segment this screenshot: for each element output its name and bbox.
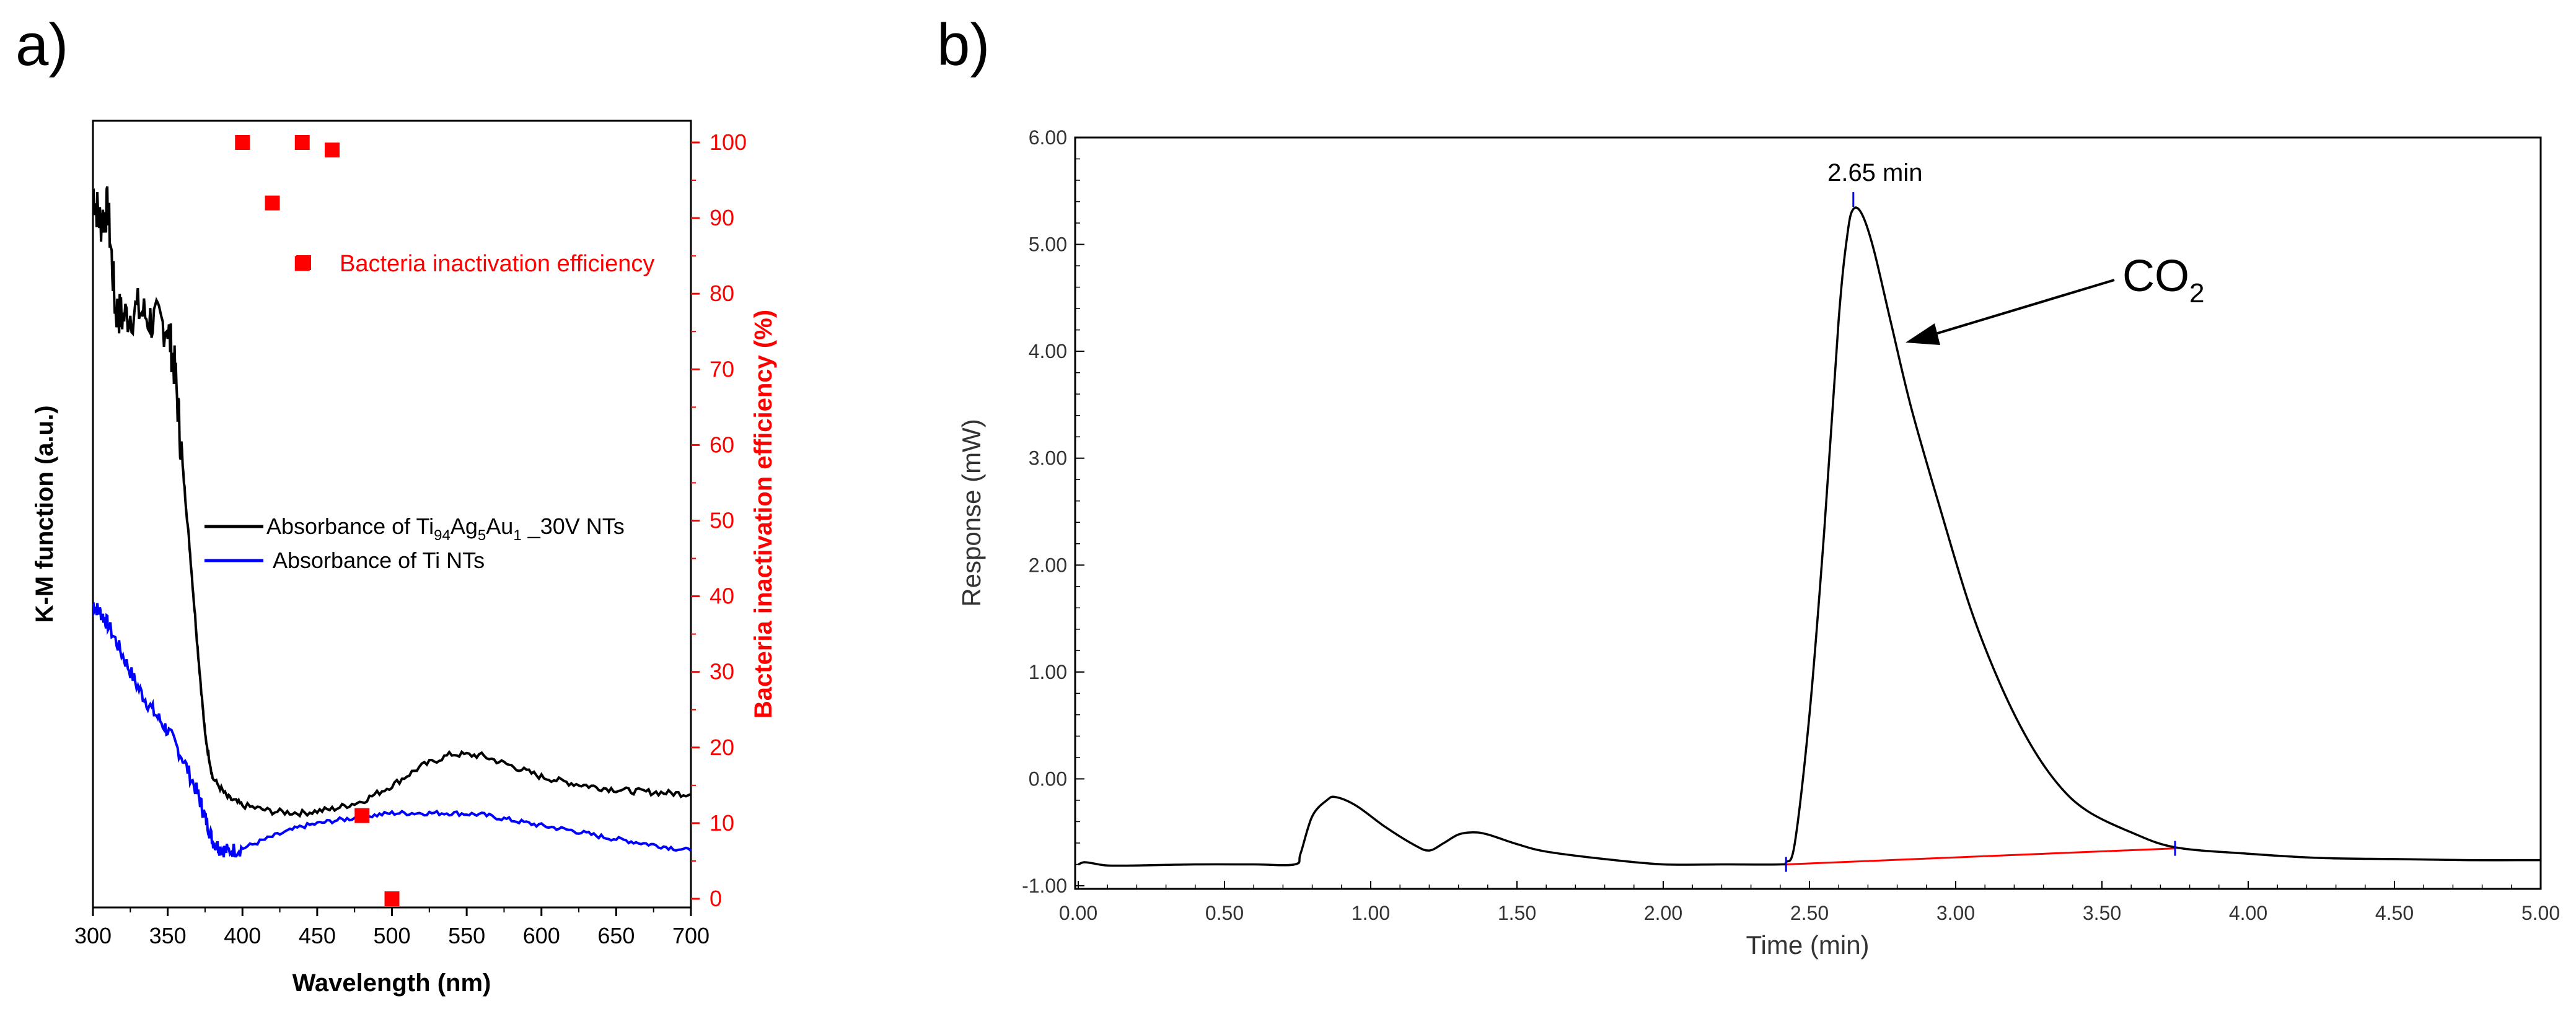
panel-b-baseline <box>1786 847 2176 865</box>
panel-a-scatter-point <box>265 195 280 211</box>
panel-b-x-ticks: 0.00 0.50 1.00 1.50 2.00 2.50 3.00 3.50 4.00 4.50… <box>1059 881 2560 924</box>
co2-arrow-head <box>1906 323 1940 345</box>
panel-a-scatter-point <box>235 135 250 150</box>
panel-b-x-tick-label: 2.00 <box>1644 902 1682 924</box>
panel-a-right-y-tick-label: 70 <box>710 356 734 382</box>
panel-b-co2-annotation: CO2 <box>1906 251 2204 345</box>
panel-a-x-tick-label: 550 <box>448 923 485 948</box>
panel-a-right-y-tick-label: 60 <box>710 432 734 457</box>
panel-a-right-y-tick-label: 10 <box>710 810 734 836</box>
panel-a-scatter-point <box>294 135 310 150</box>
panel-b-x-tick-label: 1.50 <box>1498 902 1536 924</box>
panel-a-legend: Absorbance of Ti94Ag5Au1 _30V NTs Absorb… <box>204 251 654 573</box>
panel-b-x-tick-label: 0.00 <box>1059 902 1097 924</box>
panel-a-x-tick-label: 650 <box>597 923 635 948</box>
panel-b-y-axis-title: Response (mW) <box>957 419 986 606</box>
panel-a-series-ti94ag5au1 <box>92 186 692 818</box>
panel-a-x-tick-label: 300 <box>74 923 112 948</box>
panel-a-x-tick-label: 700 <box>672 923 710 948</box>
panel-a-x-tick-label: 450 <box>299 923 336 948</box>
panel-b: b) 0.00 0.50 1.00 1.50 2.00 2.50 3.00 3.50 4.00 4… <box>937 12 2560 959</box>
panel-a-x-tick-label: 350 <box>149 923 187 948</box>
panel-b-plot-frame <box>1074 136 2542 890</box>
panel-b-y-tick-label: 0.00 <box>1029 767 1067 790</box>
panel-a-scatter-point <box>384 891 400 906</box>
panel-a-right-y-ticks: 0 10 20 30 40 50 60 70 80 90 100 <box>691 129 747 911</box>
panel-b-y-tick-label: 2.00 <box>1029 554 1067 576</box>
panel-a-left-y-axis-title: K-M function (a.u.) <box>31 405 58 623</box>
panel-b-x-tick-label: 2.50 <box>1790 902 1829 924</box>
panel-b-x-tick-label: 5.00 <box>2521 902 2560 924</box>
legend-entry-efficiency: Bacteria inactivation efficiency <box>340 251 654 277</box>
panel-b-y-tick-label: 4.00 <box>1029 340 1067 362</box>
panel-a-right-y-tick-label: 0 <box>710 886 722 911</box>
panel-a-right-y-tick-label: 80 <box>710 281 734 306</box>
panel-a-x-tick-label: 600 <box>523 923 560 948</box>
panel-b-y-tick-label: 5.00 <box>1029 234 1067 256</box>
panel-b-x-axis-title: Time (min) <box>1746 930 1869 959</box>
panel-a-x-ticks: 300 350 400 450 500 550 600 650 700 <box>74 907 710 948</box>
panel-a-right-y-tick-label: 50 <box>710 508 734 533</box>
panel-a-right-y-tick-label: 90 <box>710 205 734 230</box>
panel-b-series-response <box>1078 206 2541 867</box>
legend-swatch-scatter <box>296 255 311 270</box>
panel-a-scatter-efficiency <box>235 135 400 906</box>
panel-b-x-tick-label: 1.00 <box>1352 902 1390 924</box>
panel-a: a) 300 350 400 450 500 550 600 650 700 0 10 20 30 40… <box>15 12 777 997</box>
panel-a-right-y-tick-label: 30 <box>710 659 734 684</box>
panel-b-y-tick-label: 6.00 <box>1029 126 1067 149</box>
panel-a-right-y-tick-label: 100 <box>710 129 747 155</box>
panel-a-right-y-tick-label: 40 <box>710 583 734 609</box>
panel-b-y-tick-label: -1.00 <box>1022 875 1067 897</box>
co2-label: CO2 <box>2122 251 2204 308</box>
panel-a-right-y-tick-label: 20 <box>710 735 734 760</box>
legend-entry-ti-nts: Absorbance of Ti NTs <box>273 548 485 573</box>
panel-a-right-y-axis-title: Bacteria inactivation efficiency (%) <box>750 310 777 719</box>
panel-a-series-ti-nts <box>92 601 692 858</box>
panel-b-x-tick-label: 0.50 <box>1205 902 1244 924</box>
legend-entry-ti94ag5au1: Absorbance of Ti94Ag5Au1 _30V NTs <box>266 514 625 544</box>
panel-b-integration-markers <box>1785 192 2176 872</box>
co2-arrow-shaft <box>1933 279 2115 336</box>
panel-b-y-ticks: -1.00 0.00 1.00 2.00 3.00 4.00 5.00 6.00 <box>1022 126 1084 897</box>
panel-b-peak-label: 2.65 min <box>1827 159 1922 186</box>
panel-a-scatter-point <box>354 808 370 823</box>
panel-b-x-tick-label: 4.00 <box>2229 902 2267 924</box>
panel-b-x-tick-label: 4.50 <box>2375 902 2414 924</box>
panel-a-label: a) <box>15 12 68 78</box>
panel-a-x-tick-label: 400 <box>224 923 261 948</box>
panel-a-x-axis-title: Wavelength (nm) <box>292 969 491 997</box>
panel-b-y-tick-label: 3.00 <box>1029 447 1067 470</box>
panel-b-x-tick-label: 3.50 <box>2083 902 2121 924</box>
panel-b-x-tick-label: 3.00 <box>1936 902 1975 924</box>
panel-b-label: b) <box>937 12 990 78</box>
panel-b-y-tick-label: 1.00 <box>1029 661 1067 683</box>
panel-a-x-tick-label: 500 <box>373 923 410 948</box>
panel-a-scatter-point <box>325 142 340 158</box>
